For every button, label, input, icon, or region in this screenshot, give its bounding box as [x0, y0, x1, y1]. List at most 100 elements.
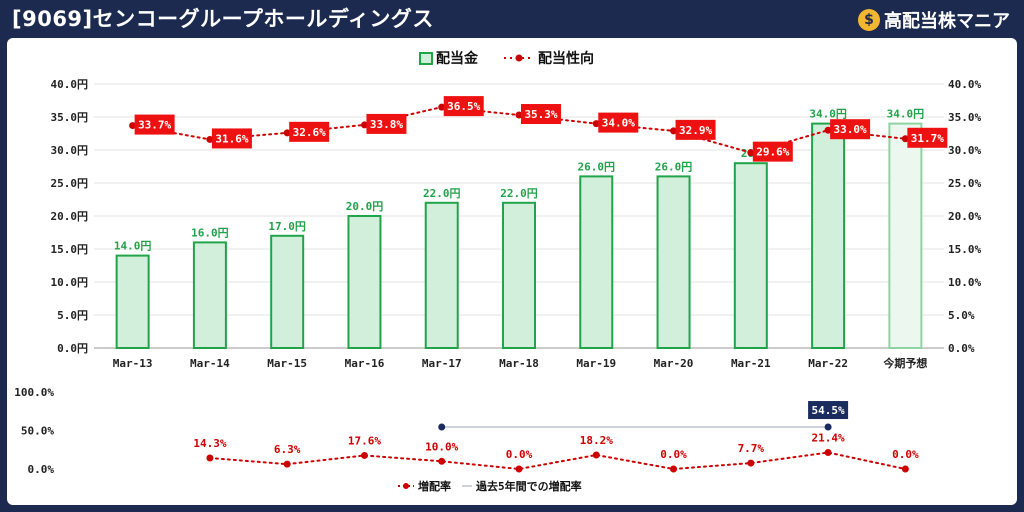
bar-value-label: 14.0円: [114, 240, 152, 253]
payout-ratio-point: [747, 149, 755, 157]
payout-ratio-label: 36.5%: [447, 100, 480, 113]
payout-ratio-label: 35.3%: [524, 108, 557, 121]
payout-ratio-label: 32.6%: [293, 126, 326, 139]
payout-ratio-label: 31.6%: [215, 132, 248, 145]
five-year-growth-label: 54.5%: [812, 404, 845, 417]
x-tick-label: Mar-21: [731, 357, 771, 370]
payout-ratio-label-box: [752, 141, 793, 162]
y-tick-right: 35.0%: [948, 111, 981, 124]
growth-rate-point: [670, 465, 678, 473]
legend-marker-growth: [403, 483, 409, 489]
bar-value-label: 20.0円: [346, 200, 384, 213]
y-tick-right: 40.0%: [948, 78, 981, 91]
growth-rate-point: [824, 449, 832, 457]
bar: [656, 175, 691, 349]
growth-rate-label: 7.7%: [738, 442, 765, 455]
bar: [811, 122, 846, 349]
payout-ratio-label-box: [521, 104, 561, 125]
growth-y-tick: 50.0%: [21, 425, 54, 438]
x-tick-label: Mar-13: [113, 357, 153, 370]
bar-value-label: 26.0円: [655, 160, 693, 173]
payout-ratio-label: 33.7%: [138, 119, 171, 132]
y-tick-right: 5.0%: [948, 309, 975, 322]
x-tick-label: Mar-17: [422, 357, 462, 370]
bar: [888, 122, 923, 349]
growth-rate-point: [360, 451, 368, 459]
x-tick-label: 今期予想: [882, 356, 927, 370]
legend-label-growth: 増配率: [418, 479, 451, 493]
growth-rate-label: 18.2%: [580, 434, 613, 447]
payout-ratio-label-box: [443, 96, 484, 117]
y-tick-left: 5.0円: [57, 309, 88, 322]
growth-rate-point: [283, 460, 291, 468]
legend-label-payout: 配当性向: [538, 50, 594, 67]
bar: [424, 201, 459, 349]
payout-ratio-label-box: [598, 112, 639, 133]
payout-ratio-point: [824, 126, 832, 134]
payout-ratio-point: [206, 135, 214, 143]
y-tick-left: 35.0円: [51, 111, 89, 124]
x-tick-label: Mar-22: [808, 357, 848, 370]
bar-value-label: 17.0円: [268, 220, 306, 233]
payout-ratio-label-box: [907, 127, 948, 148]
payout-ratio-label-box: [675, 119, 716, 140]
bar-value-label: 26.0円: [578, 160, 616, 173]
x-tick-label: Mar-14: [190, 357, 230, 370]
y-tick-right: 20.0%: [948, 210, 981, 223]
payout-ratio-point: [438, 103, 446, 111]
payout-ratio-label-box: [366, 113, 407, 134]
legend-label-five-year: 過去5年間での増配率: [475, 479, 582, 493]
growth-rate-label: 21.4%: [812, 432, 845, 445]
y-tick-right: 30.0%: [948, 144, 981, 157]
payout-ratio-point: [515, 111, 523, 119]
payout-ratio-label-box: [289, 121, 330, 142]
money-bag-icon: $: [858, 9, 880, 31]
growth-rate-label: 0.0%: [506, 448, 533, 461]
payout-ratio-point: [360, 121, 368, 129]
bar-value-label: 22.0円: [423, 187, 461, 200]
x-tick-label: Mar-16: [345, 357, 385, 370]
brand-logo: $ 高配当株マニア: [858, 6, 1010, 34]
growth-rate-label: 0.0%: [892, 448, 919, 461]
bar: [115, 254, 150, 350]
growth-rate-label: 17.6%: [348, 434, 381, 447]
growth-rate-point: [206, 454, 214, 462]
payout-ratio-point: [129, 122, 137, 130]
legend-marker-payout: [515, 54, 523, 62]
bar: [347, 215, 382, 349]
bar: [502, 201, 536, 349]
growth-rate-label: 0.0%: [660, 448, 687, 461]
y-tick-left: 30.0円: [51, 144, 89, 157]
growth-rate-label: 14.3%: [193, 437, 226, 450]
payout-ratio-point: [670, 127, 678, 135]
y-tick-left: 25.0円: [51, 177, 89, 190]
growth-y-tick: 100.0%: [14, 386, 54, 399]
y-tick-right: 10.0%: [948, 276, 981, 289]
payout-ratio-label: 33.8%: [370, 118, 403, 131]
page-title: [9069]センコーグループホールディングス: [12, 7, 434, 31]
bar-value-label: 34.0円: [887, 108, 925, 121]
payout-ratio-label: 29.6%: [756, 146, 789, 159]
payout-ratio-label: 33.0%: [834, 123, 867, 136]
y-tick-right: 0.0%: [948, 342, 975, 355]
growth-rate-line: [208, 451, 907, 471]
five-year-growth-point: [824, 423, 832, 431]
y-tick-left: 0.0円: [57, 342, 88, 355]
y-tick-left: 40.0円: [51, 78, 89, 91]
growth-rate-point: [747, 459, 755, 467]
bar-value-label: 22.0円: [500, 187, 538, 200]
growth-rate-label: 10.0%: [425, 440, 458, 453]
x-tick-label: Mar-20: [654, 357, 694, 370]
brand-name: 高配当株マニア: [884, 11, 1010, 32]
payout-ratio-label-box: [830, 119, 871, 140]
growth-rate-point: [901, 465, 909, 473]
y-tick-left: 20.0円: [51, 210, 89, 223]
growth-rate-label: 6.3%: [274, 443, 301, 456]
y-tick-left: 10.0円: [51, 276, 89, 289]
growth-rate-point: [592, 451, 600, 459]
growth-rate-point: [438, 457, 446, 465]
x-tick-label: Mar-15: [267, 357, 307, 370]
legend-swatch-dividend: [419, 52, 433, 65]
bar-value-label: 34.0円: [809, 108, 847, 121]
